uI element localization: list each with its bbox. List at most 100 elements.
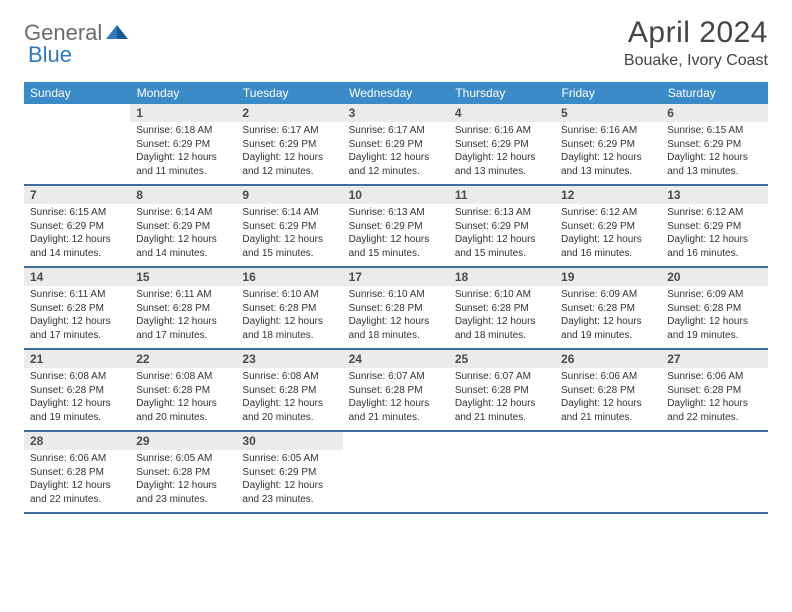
- day-details: Sunrise: 6:09 AMSunset: 6:28 PMDaylight:…: [555, 286, 661, 348]
- day-cell: 25Sunrise: 6:07 AMSunset: 6:28 PMDayligh…: [449, 349, 555, 431]
- day-cell: [24, 104, 130, 185]
- day-cell: 15Sunrise: 6:11 AMSunset: 6:28 PMDayligh…: [130, 267, 236, 349]
- day-number: 3: [343, 104, 449, 122]
- day-number: 9: [236, 186, 342, 204]
- day-number: 20: [661, 268, 767, 286]
- day-details: Sunrise: 6:12 AMSunset: 6:29 PMDaylight:…: [555, 204, 661, 266]
- day-details: Sunrise: 6:13 AMSunset: 6:29 PMDaylight:…: [449, 204, 555, 266]
- month-title: April 2024: [624, 16, 768, 50]
- day-cell: 29Sunrise: 6:05 AMSunset: 6:28 PMDayligh…: [130, 431, 236, 513]
- day-number: 24: [343, 350, 449, 368]
- day-cell: 6Sunrise: 6:15 AMSunset: 6:29 PMDaylight…: [661, 104, 767, 185]
- daylight-text: Daylight: 12 hours and 14 minutes.: [30, 233, 124, 260]
- sunset-text: Sunset: 6:29 PM: [242, 138, 336, 152]
- sunset-text: Sunset: 6:29 PM: [349, 220, 443, 234]
- sunrise-text: Sunrise: 6:07 AM: [349, 370, 443, 384]
- day-details: Sunrise: 6:05 AMSunset: 6:28 PMDaylight:…: [130, 450, 236, 512]
- day-cell: 23Sunrise: 6:08 AMSunset: 6:28 PMDayligh…: [236, 349, 342, 431]
- sunset-text: Sunset: 6:29 PM: [455, 220, 549, 234]
- day-number: 7: [24, 186, 130, 204]
- sunrise-text: Sunrise: 6:13 AM: [349, 206, 443, 220]
- day-details: Sunrise: 6:10 AMSunset: 6:28 PMDaylight:…: [449, 286, 555, 348]
- sunrise-text: Sunrise: 6:05 AM: [242, 452, 336, 466]
- day-cell: 10Sunrise: 6:13 AMSunset: 6:29 PMDayligh…: [343, 185, 449, 267]
- sunrise-text: Sunrise: 6:08 AM: [242, 370, 336, 384]
- daylight-text: Daylight: 12 hours and 23 minutes.: [136, 479, 230, 506]
- day-cell: 1Sunrise: 6:18 AMSunset: 6:29 PMDaylight…: [130, 104, 236, 185]
- day-number: 17: [343, 268, 449, 286]
- day-details: Sunrise: 6:10 AMSunset: 6:28 PMDaylight:…: [236, 286, 342, 348]
- day-number: 25: [449, 350, 555, 368]
- day-cell: 3Sunrise: 6:17 AMSunset: 6:29 PMDaylight…: [343, 104, 449, 185]
- day-cell: 11Sunrise: 6:13 AMSunset: 6:29 PMDayligh…: [449, 185, 555, 267]
- sunrise-text: Sunrise: 6:06 AM: [30, 452, 124, 466]
- day-cell: 9Sunrise: 6:14 AMSunset: 6:29 PMDaylight…: [236, 185, 342, 267]
- location-text: Bouake, Ivory Coast: [624, 52, 768, 70]
- day-number: 1: [130, 104, 236, 122]
- day-cell: 13Sunrise: 6:12 AMSunset: 6:29 PMDayligh…: [661, 185, 767, 267]
- sunset-text: Sunset: 6:28 PM: [242, 384, 336, 398]
- day-details: Sunrise: 6:17 AMSunset: 6:29 PMDaylight:…: [343, 122, 449, 184]
- day-header-sunday: Sunday: [24, 82, 130, 104]
- sunset-text: Sunset: 6:29 PM: [561, 138, 655, 152]
- day-number: 11: [449, 186, 555, 204]
- day-cell: [661, 431, 767, 513]
- sunrise-text: Sunrise: 6:10 AM: [349, 288, 443, 302]
- day-details: Sunrise: 6:14 AMSunset: 6:29 PMDaylight:…: [130, 204, 236, 266]
- sunset-text: Sunset: 6:29 PM: [667, 220, 761, 234]
- sunrise-text: Sunrise: 6:09 AM: [561, 288, 655, 302]
- daylight-text: Daylight: 12 hours and 23 minutes.: [242, 479, 336, 506]
- daylight-text: Daylight: 12 hours and 20 minutes.: [136, 397, 230, 424]
- sunset-text: Sunset: 6:28 PM: [561, 384, 655, 398]
- sunrise-text: Sunrise: 6:14 AM: [136, 206, 230, 220]
- day-details: Sunrise: 6:14 AMSunset: 6:29 PMDaylight:…: [236, 204, 342, 266]
- day-details: Sunrise: 6:11 AMSunset: 6:28 PMDaylight:…: [24, 286, 130, 348]
- sunset-text: Sunset: 6:28 PM: [561, 302, 655, 316]
- sunrise-text: Sunrise: 6:16 AM: [455, 124, 549, 138]
- day-cell: 17Sunrise: 6:10 AMSunset: 6:28 PMDayligh…: [343, 267, 449, 349]
- daylight-text: Daylight: 12 hours and 11 minutes.: [136, 151, 230, 178]
- daylight-text: Daylight: 12 hours and 13 minutes.: [667, 151, 761, 178]
- daylight-text: Daylight: 12 hours and 17 minutes.: [136, 315, 230, 342]
- sunset-text: Sunset: 6:28 PM: [136, 302, 230, 316]
- day-cell: 8Sunrise: 6:14 AMSunset: 6:29 PMDaylight…: [130, 185, 236, 267]
- day-number: 16: [236, 268, 342, 286]
- daylight-text: Daylight: 12 hours and 18 minutes.: [455, 315, 549, 342]
- day-details: Sunrise: 6:07 AMSunset: 6:28 PMDaylight:…: [449, 368, 555, 430]
- day-details: Sunrise: 6:07 AMSunset: 6:28 PMDaylight:…: [343, 368, 449, 430]
- day-cell: [449, 431, 555, 513]
- daylight-text: Daylight: 12 hours and 12 minutes.: [242, 151, 336, 178]
- daylight-text: Daylight: 12 hours and 16 minutes.: [561, 233, 655, 260]
- day-cell: 20Sunrise: 6:09 AMSunset: 6:28 PMDayligh…: [661, 267, 767, 349]
- logo-text-part2: Blue: [28, 42, 72, 67]
- daylight-text: Daylight: 12 hours and 20 minutes.: [242, 397, 336, 424]
- sunset-text: Sunset: 6:28 PM: [667, 384, 761, 398]
- daylight-text: Daylight: 12 hours and 21 minutes.: [455, 397, 549, 424]
- daylight-text: Daylight: 12 hours and 19 minutes.: [30, 397, 124, 424]
- sunset-text: Sunset: 6:28 PM: [455, 384, 549, 398]
- daylight-text: Daylight: 12 hours and 17 minutes.: [30, 315, 124, 342]
- day-number: 8: [130, 186, 236, 204]
- day-cell: 2Sunrise: 6:17 AMSunset: 6:29 PMDaylight…: [236, 104, 342, 185]
- day-cell: 19Sunrise: 6:09 AMSunset: 6:28 PMDayligh…: [555, 267, 661, 349]
- sunset-text: Sunset: 6:28 PM: [349, 384, 443, 398]
- logo-mark-icon: [106, 23, 128, 44]
- day-number: 5: [555, 104, 661, 122]
- day-number: 28: [24, 432, 130, 450]
- day-number: 15: [130, 268, 236, 286]
- sunset-text: Sunset: 6:29 PM: [136, 138, 230, 152]
- day-header-saturday: Saturday: [661, 82, 767, 104]
- day-cell: [343, 431, 449, 513]
- day-cell: 21Sunrise: 6:08 AMSunset: 6:28 PMDayligh…: [24, 349, 130, 431]
- day-details: Sunrise: 6:11 AMSunset: 6:28 PMDaylight:…: [130, 286, 236, 348]
- day-number: 27: [661, 350, 767, 368]
- sunset-text: Sunset: 6:28 PM: [667, 302, 761, 316]
- sunrise-text: Sunrise: 6:06 AM: [561, 370, 655, 384]
- day-header-monday: Monday: [130, 82, 236, 104]
- day-number: 2: [236, 104, 342, 122]
- day-number: 12: [555, 186, 661, 204]
- sunrise-text: Sunrise: 6:08 AM: [136, 370, 230, 384]
- daylight-text: Daylight: 12 hours and 14 minutes.: [136, 233, 230, 260]
- day-cell: [555, 431, 661, 513]
- sunrise-text: Sunrise: 6:07 AM: [455, 370, 549, 384]
